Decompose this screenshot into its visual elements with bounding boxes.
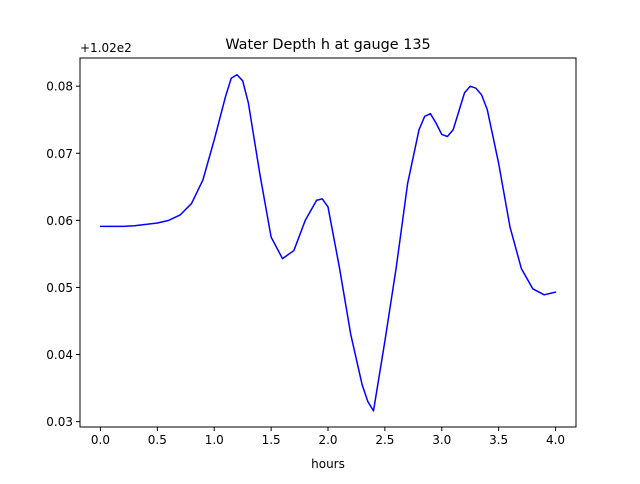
x-tick-label: 0.0 (91, 433, 110, 447)
x-axis-label: hours (311, 457, 345, 471)
y-tick-label: 0.06 (46, 214, 73, 228)
chart-title: Water Depth h at gauge 135 (225, 37, 430, 53)
y-tick-label: 0.05 (46, 281, 73, 295)
y-offset-label: +1.02e2 (80, 41, 132, 55)
x-tick-label: 4.0 (546, 433, 565, 447)
x-tick-label: 2.0 (318, 433, 337, 447)
x-tick-label: 1.0 (205, 433, 224, 447)
x-tick-label: 0.5 (148, 433, 167, 447)
y-tick-label: 0.07 (46, 147, 73, 161)
x-tick-label: 2.5 (375, 433, 394, 447)
x-tick-label: 3.0 (432, 433, 451, 447)
y-tick-label: 0.04 (46, 348, 73, 362)
y-axis: 0.03 0.04 0.05 0.06 0.07 0.08 (46, 80, 80, 429)
axes-frame (79, 57, 577, 428)
y-tick-label: 0.08 (46, 80, 73, 94)
x-axis: 0.0 0.5 1.0 1.5 2.0 2.5 3.0 3.5 4.0 (91, 427, 565, 447)
x-tick-label: 3.5 (489, 433, 508, 447)
y-tick-label: 0.03 (46, 415, 73, 429)
series-line (99, 74, 557, 412)
x-tick-label: 1.5 (262, 433, 281, 447)
plot-area (99, 74, 557, 412)
